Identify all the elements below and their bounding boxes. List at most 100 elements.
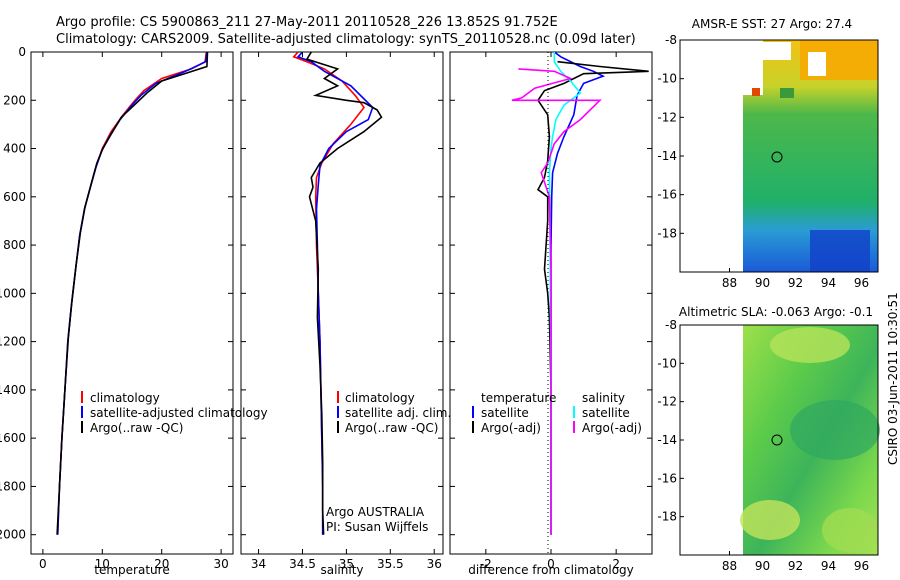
temperature-xtick-label: 30 (213, 557, 228, 571)
temperature-line-blue (56, 52, 208, 535)
axis-ticks: 01020303434.53535.536-202020040060080010… (0, 33, 869, 573)
salinity-legend: climatology satellite adj. clim. Argo(..… (326, 391, 451, 534)
salinity-xtick-label: 34.5 (289, 557, 316, 571)
sst-ytick-label: -8 (665, 33, 677, 47)
difference-xtick-label: -2 (480, 557, 492, 571)
sla-high-patch (740, 500, 800, 540)
sla-ytick-label: -18 (657, 510, 677, 524)
sla-ytick-label: -14 (657, 433, 677, 447)
sst-map-field (743, 40, 878, 272)
sla-xtick-label: 96 (854, 559, 869, 573)
sla-xtick-label: 92 (788, 559, 803, 573)
depth-tick-label: 0 (18, 45, 26, 59)
legend-argo-raw: Argo(..raw -QC) (345, 421, 438, 435)
difference-xtick-label: 2 (612, 557, 620, 571)
sst-ytick-label: -12 (657, 110, 677, 124)
depth-tick-label: 2000 (0, 528, 26, 542)
sla-map-frame (679, 324, 879, 556)
salinity-series (292, 52, 383, 535)
salinity-xtick-label: 34 (251, 557, 266, 571)
sla-ytick-label: -16 (657, 471, 677, 485)
difference-legend: temperature satellite Argo(-adj) salinit… (472, 391, 642, 435)
salinity-line-blue (296, 52, 374, 535)
legend-climatology: climatology (90, 391, 160, 405)
sst-cloud-patch (808, 52, 826, 76)
temperature-series (56, 52, 209, 535)
legend-temperature-argo: Argo(-adj) (481, 421, 541, 435)
legend-satellite-adj: satellite adj. clim. (345, 406, 451, 420)
difference-xtick-label: 0 (547, 557, 555, 571)
sst-xtick-label: 90 (755, 276, 770, 290)
sst-xtick-label: 92 (788, 276, 803, 290)
depth-tick-label: 800 (3, 238, 26, 252)
legend-salinity-argo: Argo(-adj) (582, 421, 642, 435)
sla-xtick-label: 88 (722, 559, 737, 573)
sla-ytick-label: -8 (665, 318, 677, 332)
difference-xlabel: difference from climatology (468, 563, 634, 577)
difference-line-blue (550, 52, 606, 535)
sla-high-patch (770, 327, 850, 363)
annotation-pi: PI: Susan Wijffels (326, 520, 428, 534)
depth-tick-label: 1600 (0, 431, 26, 445)
salinity-axes-frame (240, 51, 444, 555)
legend-salinity-heading: salinity (582, 391, 625, 405)
sst-xtick-label: 96 (854, 276, 869, 290)
depth-tick-label: 1800 (0, 479, 26, 493)
sst-map-title: AMSR-E SST: 27 Argo: 27.4 (692, 17, 852, 31)
sst-hot-pixel (752, 88, 760, 96)
legend-temperature-heading: temperature (481, 391, 556, 405)
legend-satellite-adjusted: satellite-adjusted climatology (90, 406, 268, 420)
sla-ytick-label: -12 (657, 395, 677, 409)
temperature-legend: climatology satellite-adjusted climatolo… (81, 391, 268, 435)
sla-xtick-label: 94 (821, 559, 836, 573)
difference-line-black (536, 60, 649, 535)
sst-ytick-label: -10 (657, 72, 677, 86)
depth-tick-label: 1200 (0, 335, 26, 349)
depth-tick-label: 1400 (0, 383, 26, 397)
salinity-xtick-label: 36 (427, 557, 442, 571)
figure-title-line1: Argo profile: CS 5900863_211 27-May-2011… (56, 15, 558, 30)
salinity-line-black (305, 52, 383, 535)
csiro-timestamp: CSIRO 03-Jun-2011 10:30:51 (886, 292, 900, 465)
legend-temperature-satellite: satellite (481, 406, 529, 420)
sla-low-patch (790, 400, 880, 460)
salinity-xtick-label: 35.5 (377, 557, 404, 571)
sst-cool-pixel (780, 88, 794, 98)
temperature-xtick-label: 10 (95, 557, 110, 571)
depth-tick-label: 400 (3, 142, 26, 156)
temperature-xlabel: temperature (94, 563, 169, 577)
temperature-line-red (56, 52, 208, 535)
sla-ytick-label: -10 (657, 356, 677, 370)
depth-tick-label: 600 (3, 190, 26, 204)
difference-line-cyan (548, 52, 582, 535)
sla-map-field (740, 325, 880, 555)
sst-cold-patch (810, 230, 870, 272)
salinity-line-red (292, 52, 366, 535)
sst-map-frame (679, 39, 879, 273)
sst-ytick-label: -16 (657, 188, 677, 202)
sst-cloud-patch (743, 40, 763, 95)
legend-argo-raw: Argo(..raw -QC) (90, 421, 183, 435)
sla-argo-marker (771, 434, 783, 446)
temperature-axes-frame (30, 51, 234, 555)
salinity-xlabel: salinity (320, 563, 363, 577)
temperature-xtick-label: 0 (39, 557, 47, 571)
depth-tick-label: 1000 (0, 286, 26, 300)
depth-tick-label: 200 (3, 93, 26, 107)
sla-xtick-label: 90 (755, 559, 770, 573)
sla-map-title: Altimetric SLA: -0.063 Argo: -0.1 (679, 305, 873, 319)
salinity-xtick-label: 35 (339, 557, 354, 571)
sla-high-patch (822, 508, 878, 552)
sst-ytick-label: -18 (657, 226, 677, 240)
sst-ytick-label: -14 (657, 149, 677, 163)
annotation-argo-australia: Argo AUSTRALIA (326, 505, 425, 519)
legend-climatology: climatology (345, 391, 415, 405)
legend-salinity-satellite: satellite (582, 406, 630, 420)
difference-series (511, 52, 649, 535)
temperature-line-black (56, 52, 209, 535)
sst-xtick-label: 88 (722, 276, 737, 290)
difference-line-magenta (511, 68, 602, 535)
sst-cloud-patch (763, 42, 791, 60)
sst-xtick-label: 94 (821, 276, 836, 290)
